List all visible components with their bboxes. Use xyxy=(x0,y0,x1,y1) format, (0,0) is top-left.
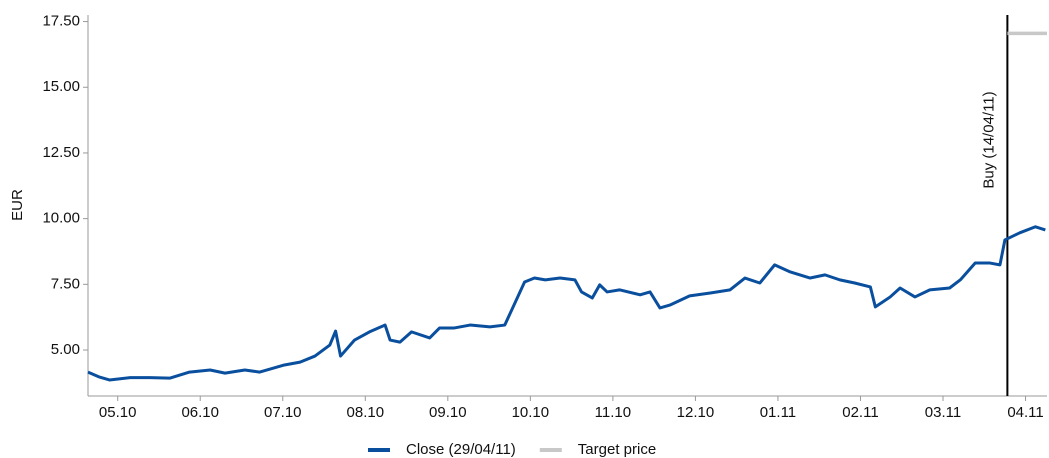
legend-label: Close (29/04/11) xyxy=(406,441,516,458)
y-tick-label: 10.00 xyxy=(42,210,80,227)
x-tick-label: 08.10 xyxy=(347,404,385,421)
x-tick-label: 11.10 xyxy=(595,404,631,421)
y-tick-label: 12.50 xyxy=(42,144,80,161)
x-tick-label: 10.10 xyxy=(512,404,550,421)
y-tick-label: 17.50 xyxy=(42,13,80,30)
y-tick-label: 5.00 xyxy=(51,341,80,358)
x-tick-label: 05.10 xyxy=(99,404,137,421)
buy-label: Buy (14/04/11) xyxy=(980,91,997,188)
x-tick-label: 12.10 xyxy=(677,404,715,421)
y-tick-label: 7.50 xyxy=(51,275,80,292)
x-tick-label: 07.10 xyxy=(264,404,302,421)
x-tick-label: 09.10 xyxy=(429,404,467,421)
x-tick-label: 06.10 xyxy=(181,404,219,421)
x-tick-label: 03.11 xyxy=(925,404,961,421)
x-tick-label: 01.11 xyxy=(760,404,796,421)
y-tick-label: 15.00 xyxy=(42,78,80,95)
x-tick-label: 02.11 xyxy=(842,404,878,421)
x-tick-label: 04.11 xyxy=(1007,404,1043,421)
y-axis-label: EUR xyxy=(9,189,26,221)
series-line xyxy=(87,225,1046,382)
legend-label: Target price xyxy=(578,441,656,458)
